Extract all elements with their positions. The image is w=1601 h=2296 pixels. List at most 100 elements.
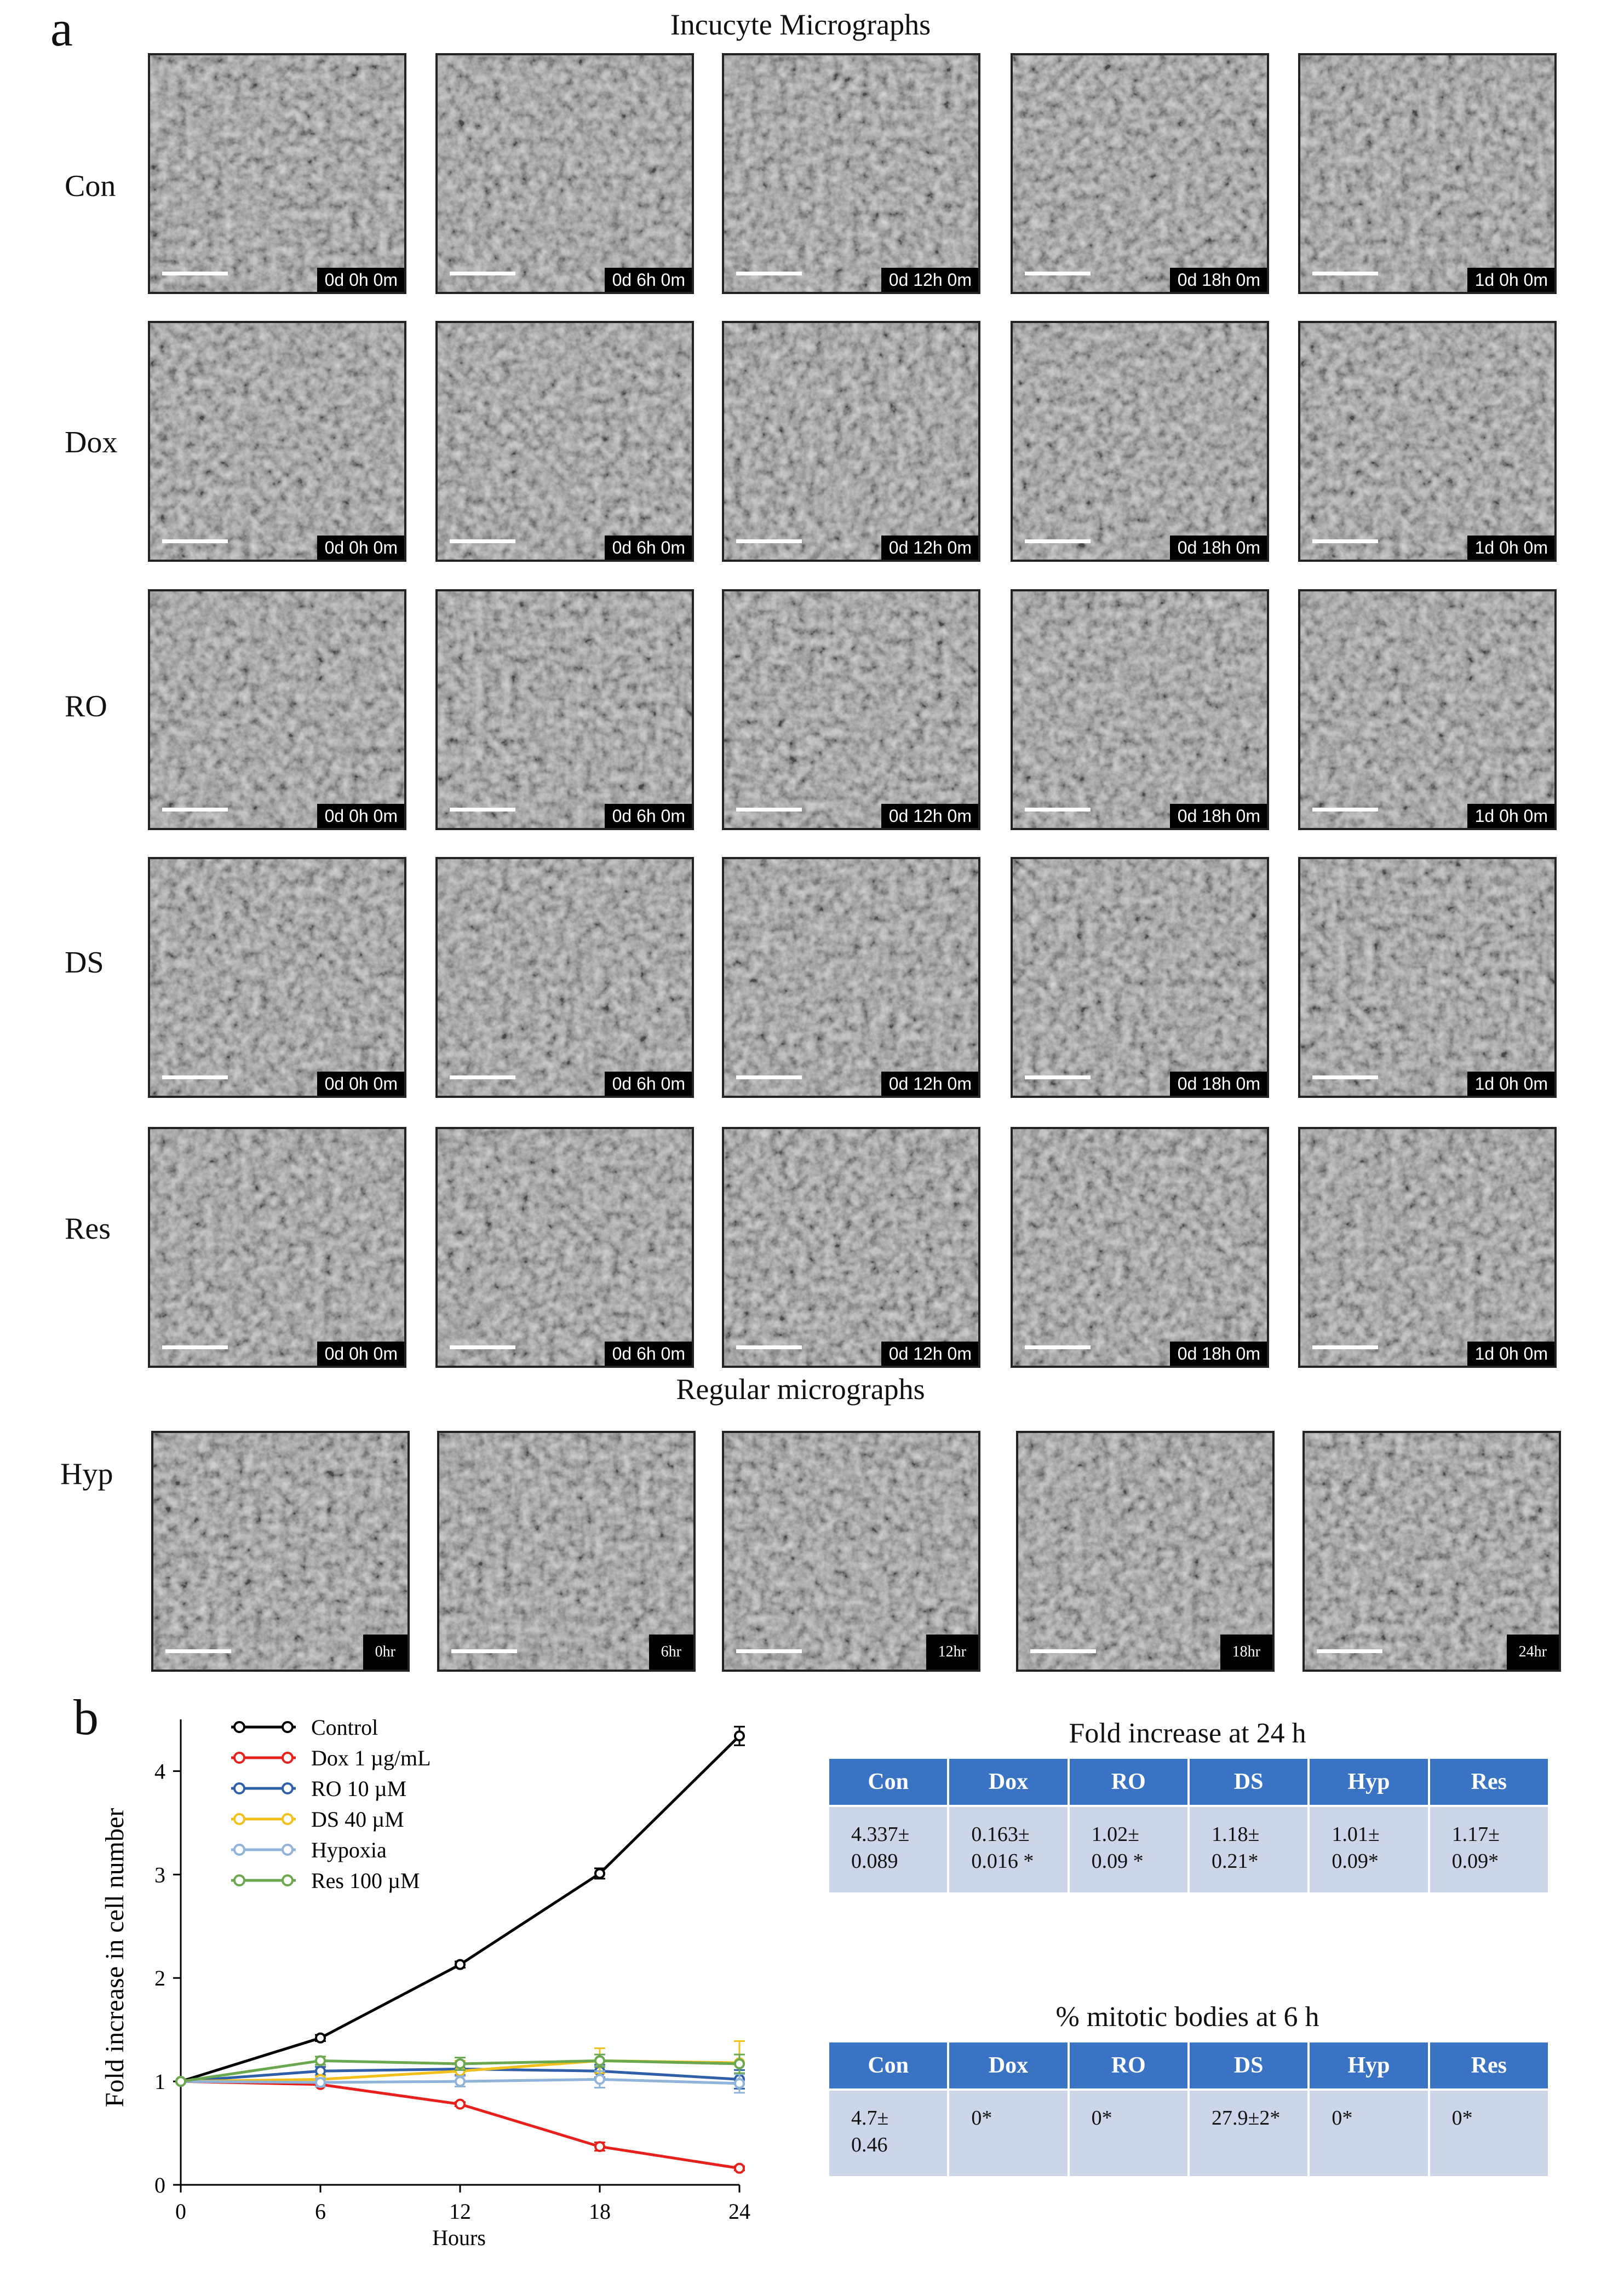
data-point [315, 2032, 326, 2044]
cell-line-1: 1.01± [1332, 1823, 1380, 1846]
timestamp-label: 1d 0h 0m [1467, 1072, 1554, 1096]
scale-bar [1025, 1075, 1091, 1079]
micrograph-con-3: 0d 18h 0m [1011, 53, 1269, 294]
micrograph-dox-0: 0d 0h 0m [148, 321, 406, 562]
column-header-ds: DS [1187, 1757, 1310, 1807]
timestamp-label: 0d 18h 0m [1169, 268, 1267, 292]
timestamp-label: 0d 12h 0m [881, 1072, 978, 1096]
timestamp-label: 12hr [926, 1635, 978, 1670]
panel-b-letter: b [73, 1689, 99, 1745]
timestamp-label: 6hr [649, 1635, 693, 1670]
legend-marker [233, 1874, 245, 1886]
micrograph-ds-4: 1d 0h 0m [1298, 857, 1557, 1098]
data-point [455, 2098, 466, 2110]
micrograph-ds-3: 0d 18h 0m [1011, 857, 1269, 1098]
table-cell: 1.17± 0.09* [1427, 1805, 1551, 1895]
legend-marker [233, 1752, 245, 1764]
timestamp-label: 0d 18h 0m [1169, 1342, 1267, 1366]
cell-line-1: 1.02± [1091, 1823, 1140, 1846]
series-0 [175, 1725, 745, 2087]
micrograph-dox-3: 0d 18h 0m [1011, 321, 1269, 562]
scale-bar [1025, 808, 1091, 812]
legend-marker [282, 1813, 294, 1825]
series-line [180, 2080, 740, 2170]
scale-bar [162, 1075, 228, 1079]
column-header-dox: Dox [947, 2040, 1070, 2091]
scale-bar [1312, 272, 1378, 275]
micrograph-ds-0: 0d 0h 0m [148, 857, 406, 1098]
column-header-ds: DS [1187, 2040, 1310, 2091]
timestamp-label: 1d 0h 0m [1467, 1342, 1554, 1366]
micrograph-res-4: 1d 0h 0m [1298, 1127, 1557, 1368]
micrograph-con-0: 0d 0h 0m [148, 53, 406, 294]
legend-marker [233, 1721, 245, 1733]
scale-bar [1030, 1649, 1096, 1653]
y-tick-label: 1 [154, 2069, 165, 2094]
micrograph-hyp-4: 24hr [1302, 1431, 1561, 1672]
scale-bar [1312, 1345, 1378, 1349]
timestamp-label: 0d 12h 0m [881, 536, 978, 560]
scale-bar [162, 272, 228, 275]
cell-line-1: 0* [1332, 2107, 1353, 2130]
legend-entry: DS 40 µM [311, 1807, 404, 1832]
scale-bar [450, 272, 515, 275]
timestamp-label: 18hr [1220, 1635, 1272, 1670]
series-1 [175, 2076, 745, 2174]
legend-marker [233, 1813, 245, 1825]
row-label-con: Con [65, 169, 116, 203]
micrograph-hyp-2: 12hr [722, 1431, 980, 1672]
micrograph-ro-4: 1d 0h 0m [1298, 589, 1557, 830]
timestamp-label: 0d 6h 0m [604, 804, 692, 828]
cell-line-2: 0.21* [1211, 1850, 1259, 1873]
micrograph-con-4: 1d 0h 0m [1298, 53, 1557, 294]
timestamp-label: 0d 6h 0m [604, 536, 692, 560]
scale-bar [736, 808, 802, 812]
scale-bar [1025, 1345, 1091, 1349]
scale-bar [451, 1649, 517, 1653]
data-point [734, 2078, 745, 2089]
scale-bar [1312, 539, 1378, 543]
scale-bar [165, 1649, 231, 1653]
timestamp-label: 0d 12h 0m [881, 268, 978, 292]
cell-line-2: 0.09 * [1091, 1850, 1144, 1873]
legend-marker [282, 1844, 294, 1856]
mitotic-bodies-table: Con Dox RO DS Hyp Res 4.7± 0.46 0* 0* 27.9±2* 0* 0* [827, 2040, 1551, 2178]
timestamp-label: 0d 0h 0m [317, 536, 404, 560]
data-point [315, 2077, 326, 2088]
cell-line-1: 0* [971, 2107, 992, 2130]
x-tick-label: 24 [728, 2199, 750, 2224]
scale-bar [1312, 1075, 1378, 1079]
data-point [455, 2076, 466, 2087]
data-point [594, 2141, 605, 2153]
micrograph-con-2: 0d 12h 0m [722, 53, 980, 294]
panel-a-letter: a [50, 1, 73, 56]
table-cell: 0* [1427, 2088, 1551, 2178]
cell-line-2: 0.089 [851, 1850, 898, 1873]
data-point [594, 2074, 605, 2085]
timestamp-label: 1d 0h 0m [1467, 804, 1554, 828]
scale-bar [450, 1075, 515, 1079]
column-header-hyp: Hyp [1307, 2040, 1430, 2091]
timestamp-label: 0d 18h 0m [1169, 536, 1267, 560]
micrograph-ds-1: 0d 6h 0m [435, 857, 694, 1098]
micrograph-ro-1: 0d 6h 0m [435, 589, 694, 830]
table-cell: 4.7± 0.46 [827, 2088, 950, 2178]
cell-line-2: 0.016 * [971, 1850, 1034, 1873]
scale-bar [736, 272, 802, 275]
table-cell: 1.02± 0.09 * [1067, 1805, 1190, 1895]
data-point [455, 1959, 466, 1970]
legend-marker [282, 1721, 294, 1733]
table-cell: 1.18± 0.21* [1187, 1805, 1310, 1895]
column-header-con: Con [827, 2040, 950, 2091]
y-tick-label: 4 [154, 1759, 165, 1783]
fold-increase-table: Con Dox RO DS Hyp Res 4.337± 0.089 0.163± 0.016 *… [827, 1757, 1551, 1895]
cell-line-2: 0.46 [851, 2133, 888, 2157]
scale-bar [1025, 539, 1091, 543]
timestamp-label: 0d 0h 0m [317, 268, 404, 292]
y-tick-label: 2 [154, 1966, 165, 1990]
micrograph-res-0: 0d 0h 0m [148, 1127, 406, 1368]
column-header-res: Res [1427, 2040, 1551, 2091]
column-header-con: Con [827, 1757, 950, 1807]
timestamp-label: 1d 0h 0m [1467, 268, 1554, 292]
